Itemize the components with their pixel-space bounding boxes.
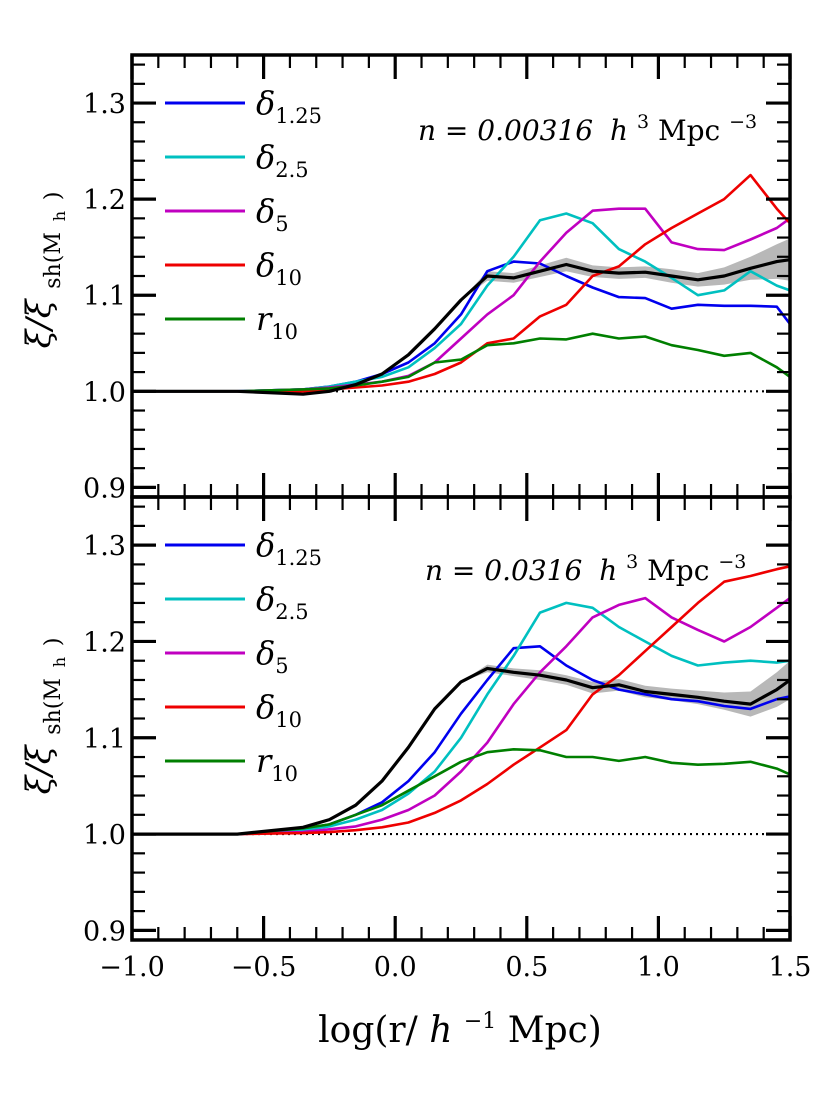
legend-label: δ2.5 bbox=[256, 138, 309, 182]
series-line-r10 bbox=[132, 747, 791, 836]
legend: δ1.25 δ2.5 δ5 δ10 r10 bbox=[165, 526, 322, 786]
y-tick-label: 1.1 bbox=[83, 281, 126, 312]
y-tick-label: 1.0 bbox=[83, 820, 126, 851]
plot-frame bbox=[130, 495, 792, 942]
x-tick-label: 0.5 bbox=[505, 952, 548, 983]
tick-labels: 0.9 1.0 1.1 1.2 1.3 −1.0 −0.5 0.0 0.5 1.0 1.5 bbox=[83, 531, 811, 983]
legend-item: δ10 bbox=[165, 246, 302, 290]
legend-label: δ1.25 bbox=[256, 84, 322, 128]
series-lines bbox=[132, 565, 791, 836]
legend-label: δ10 bbox=[256, 688, 302, 732]
mean-uncertainty-band bbox=[132, 660, 790, 835]
series-lines bbox=[132, 173, 792, 396]
legend-label: δ1.25 bbox=[256, 526, 322, 570]
series-line-mean bbox=[132, 258, 791, 396]
legend: δ1.25 δ2.5 δ5 δ10 r10 bbox=[165, 84, 322, 344]
x-tick-label: 0.0 bbox=[374, 952, 417, 983]
legend-label: r10 bbox=[256, 742, 298, 786]
tick-marks bbox=[130, 55, 792, 497]
tick-labels: 0.9 1.0 1.1 1.2 1.3 bbox=[83, 89, 126, 504]
density-annotation: n = 0.00316 h 3 Mpc −3 bbox=[418, 102, 757, 147]
mean-band bbox=[132, 660, 790, 835]
series-line-mean bbox=[132, 666, 791, 836]
x-tick-label: −0.5 bbox=[231, 952, 297, 983]
legend-item: δ5 bbox=[165, 192, 289, 236]
mean-band bbox=[132, 238, 790, 395]
legend-item: r10 bbox=[165, 742, 298, 786]
y-tick-label: 1.1 bbox=[83, 724, 126, 755]
legend-item: δ1.25 bbox=[165, 526, 322, 570]
series-line-25 bbox=[132, 601, 791, 836]
y-tick-label: 0.9 bbox=[83, 916, 126, 947]
legend-item: δ5 bbox=[165, 634, 289, 678]
y-axis-title: ξ/ξ sh(M h ) bbox=[19, 192, 74, 349]
bottom-panel: 0.9 1.0 1.1 1.2 1.3 −1.0 −0.5 0.0 0.5 1.0 1.5 δ1.2… bbox=[19, 495, 811, 1051]
legend-label: δ10 bbox=[256, 246, 302, 290]
x-tick-label: −1.0 bbox=[99, 952, 165, 983]
y-tick-label: 0.9 bbox=[83, 473, 126, 504]
legend-item: δ10 bbox=[165, 688, 302, 732]
legend-item: δ1.25 bbox=[165, 84, 322, 128]
tick-marks bbox=[130, 497, 792, 940]
legend-label: δ2.5 bbox=[256, 580, 309, 624]
legend-item: δ2.5 bbox=[165, 580, 309, 624]
density-annotation: n = 0.0316 h 3 Mpc −3 bbox=[425, 542, 746, 587]
series-line-5 bbox=[132, 596, 791, 836]
x-tick-label: 1.0 bbox=[637, 952, 680, 983]
series-line-25 bbox=[132, 212, 791, 393]
x-axis-title: log(r/ h −1 Mpc) bbox=[318, 996, 602, 1051]
x-tick-label: 1.5 bbox=[769, 952, 812, 983]
y-tick-label: 1.0 bbox=[83, 377, 126, 408]
mean-uncertainty-band bbox=[132, 238, 790, 395]
y-tick-label: 1.2 bbox=[83, 627, 126, 658]
y-tick-label: 1.2 bbox=[83, 185, 126, 216]
y-axis-title: ξ/ξ sh(M h ) bbox=[19, 638, 74, 795]
series-line-125 bbox=[132, 644, 791, 836]
y-tick-label: 1.3 bbox=[83, 531, 126, 562]
legend-label: δ5 bbox=[256, 634, 289, 678]
legend-label: δ5 bbox=[256, 192, 289, 236]
top-panel: 0.9 1.0 1.1 1.2 1.3 δ1.25 δ2.5 δ5 δ10 r10 n = 0.… bbox=[19, 53, 792, 504]
series-line-10 bbox=[132, 565, 791, 836]
legend-label: r10 bbox=[256, 300, 298, 344]
legend-item: δ2.5 bbox=[165, 138, 309, 182]
y-tick-label: 1.3 bbox=[83, 89, 126, 120]
legend-item: r10 bbox=[165, 300, 298, 344]
